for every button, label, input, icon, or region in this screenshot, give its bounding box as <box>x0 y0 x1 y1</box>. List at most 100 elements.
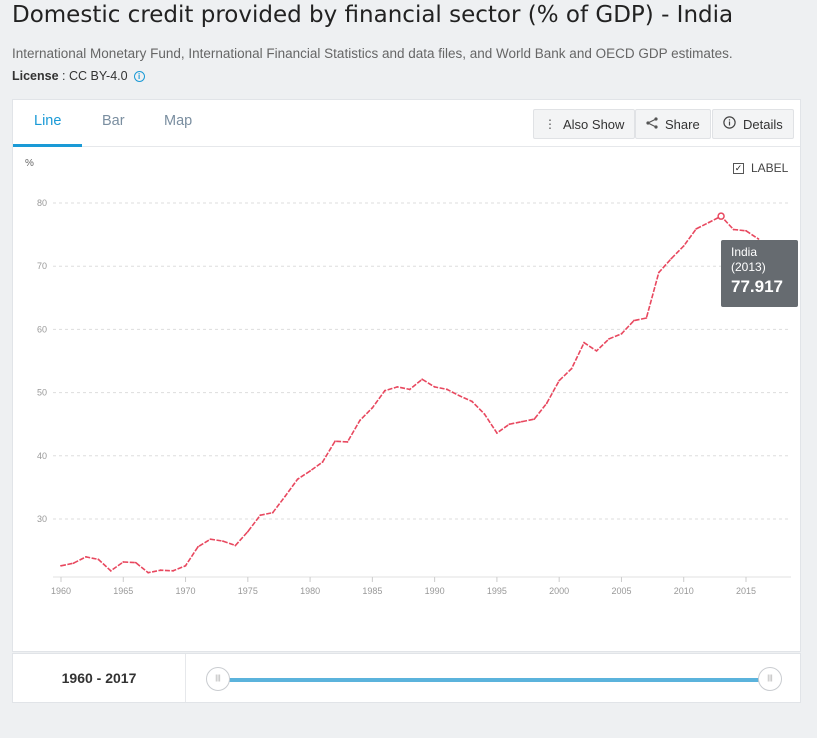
y-tick-label: 50 <box>37 388 47 398</box>
data-point <box>172 569 174 572</box>
data-point <box>234 544 237 547</box>
data-point <box>608 337 610 340</box>
data-point <box>383 389 386 392</box>
details-label: Details <box>743 116 783 132</box>
line-chart: 30 40 50 60 70 80 1960 1965 1970 1975 1980 1985 199… <box>25 158 791 596</box>
x-tick-label: 1975 <box>238 586 258 596</box>
data-point <box>533 418 536 421</box>
y-axis-label: % <box>25 158 34 169</box>
share-label: Share <box>665 116 700 132</box>
data-point <box>471 400 473 403</box>
tab-line[interactable]: Line <box>34 113 62 129</box>
chart-tabs: Line Bar Map ⋮ Also Show Share Details <box>13 100 800 147</box>
y-tick-label: 30 <box>37 514 47 524</box>
chart-panel: Line Bar Map ⋮ Also Show Share Details ✓… <box>12 99 801 652</box>
data-point <box>284 495 287 498</box>
x-tick-label: 2000 <box>549 586 569 596</box>
info-icon[interactable]: i <box>133 71 145 82</box>
page-title: Domestic credit provided by financial se… <box>12 2 734 28</box>
data-point <box>545 402 548 405</box>
data-point <box>321 461 324 464</box>
license-separator: : <box>58 69 69 83</box>
label-toggle-text: LABEL <box>751 161 789 175</box>
range-slider-track[interactable] <box>218 678 768 682</box>
tab-map[interactable]: Map <box>164 113 193 129</box>
range-start-handle[interactable]: ||| <box>206 667 230 691</box>
share-button[interactable]: Share <box>635 109 711 139</box>
label-checkbox[interactable]: ✓ <box>733 162 744 174</box>
also-show-label: Also Show <box>563 116 625 132</box>
data-point <box>209 538 212 541</box>
x-tick-label: 2015 <box>736 586 756 596</box>
data-point <box>645 317 648 319</box>
range-footer: 1960 - 2017 ||| ||| <box>12 653 801 703</box>
active-tab-indicator <box>13 144 82 147</box>
data-point <box>197 545 199 548</box>
data-point <box>558 379 561 382</box>
y-axis-ticks: 30 40 50 60 70 80 <box>37 198 47 524</box>
data-point <box>483 413 486 415</box>
data-point <box>633 319 635 322</box>
data-point <box>334 440 336 443</box>
data-point <box>508 423 511 426</box>
details-button[interactable]: Details <box>712 109 794 139</box>
data-point <box>670 257 673 260</box>
license-line: License : CC BY-4.0 i <box>12 69 145 83</box>
data-point <box>570 367 573 370</box>
license-label: License <box>12 69 59 83</box>
tooltip-series-name: India <box>731 245 758 259</box>
data-point <box>246 530 249 533</box>
series-points <box>60 212 760 574</box>
data-point <box>595 349 598 352</box>
data-tooltip: India (2013) 77.917 <box>721 240 798 307</box>
x-tick-label: 1965 <box>113 586 133 596</box>
data-point <box>60 564 62 567</box>
data-point <box>745 229 747 232</box>
data-point <box>458 394 461 397</box>
data-point <box>147 571 150 574</box>
highlighted-data-point <box>717 212 725 220</box>
data-point <box>109 569 112 572</box>
data-point <box>271 511 274 514</box>
data-point <box>433 386 436 388</box>
data-point <box>222 540 224 543</box>
data-point <box>446 388 448 391</box>
data-point <box>134 561 137 564</box>
data-point <box>682 245 685 247</box>
data-point <box>259 514 262 517</box>
data-point <box>159 569 162 572</box>
range-end-handle[interactable]: ||| <box>758 667 782 691</box>
also-show-button[interactable]: ⋮ Also Show <box>533 109 636 139</box>
data-point <box>583 341 585 344</box>
info-circle-icon <box>723 116 736 132</box>
license-value: CC BY-4.0 <box>68 69 128 83</box>
data-point <box>309 470 311 472</box>
data-point <box>396 386 399 388</box>
label-toggle[interactable]: ✓ LABEL <box>733 161 788 175</box>
tab-bar[interactable]: Bar <box>102 113 125 129</box>
data-point <box>122 561 125 563</box>
data-point <box>620 332 623 335</box>
data-point <box>757 238 760 240</box>
share-icon <box>646 116 658 132</box>
x-tick-label: 1985 <box>362 586 382 596</box>
data-point <box>97 558 100 561</box>
data-point <box>520 420 523 423</box>
data-point <box>421 378 424 381</box>
tooltip-value: 77.917 <box>731 277 783 296</box>
grid-lines <box>53 202 791 520</box>
y-tick-label: 60 <box>37 324 47 334</box>
y-tick-label: 40 <box>37 451 47 461</box>
data-point <box>184 564 187 567</box>
data-point <box>657 271 660 274</box>
y-tick-label: 70 <box>37 261 47 271</box>
data-point <box>408 388 411 391</box>
data-point <box>346 440 349 443</box>
data-point <box>296 478 299 481</box>
x-tick-label: 1980 <box>300 586 320 596</box>
source-text: International Monetary Fund, Internation… <box>12 46 733 61</box>
more-vertical-icon: ⋮ <box>544 117 556 131</box>
x-tick-label: 1995 <box>487 586 507 596</box>
data-point <box>85 556 87 558</box>
data-point <box>359 419 361 422</box>
